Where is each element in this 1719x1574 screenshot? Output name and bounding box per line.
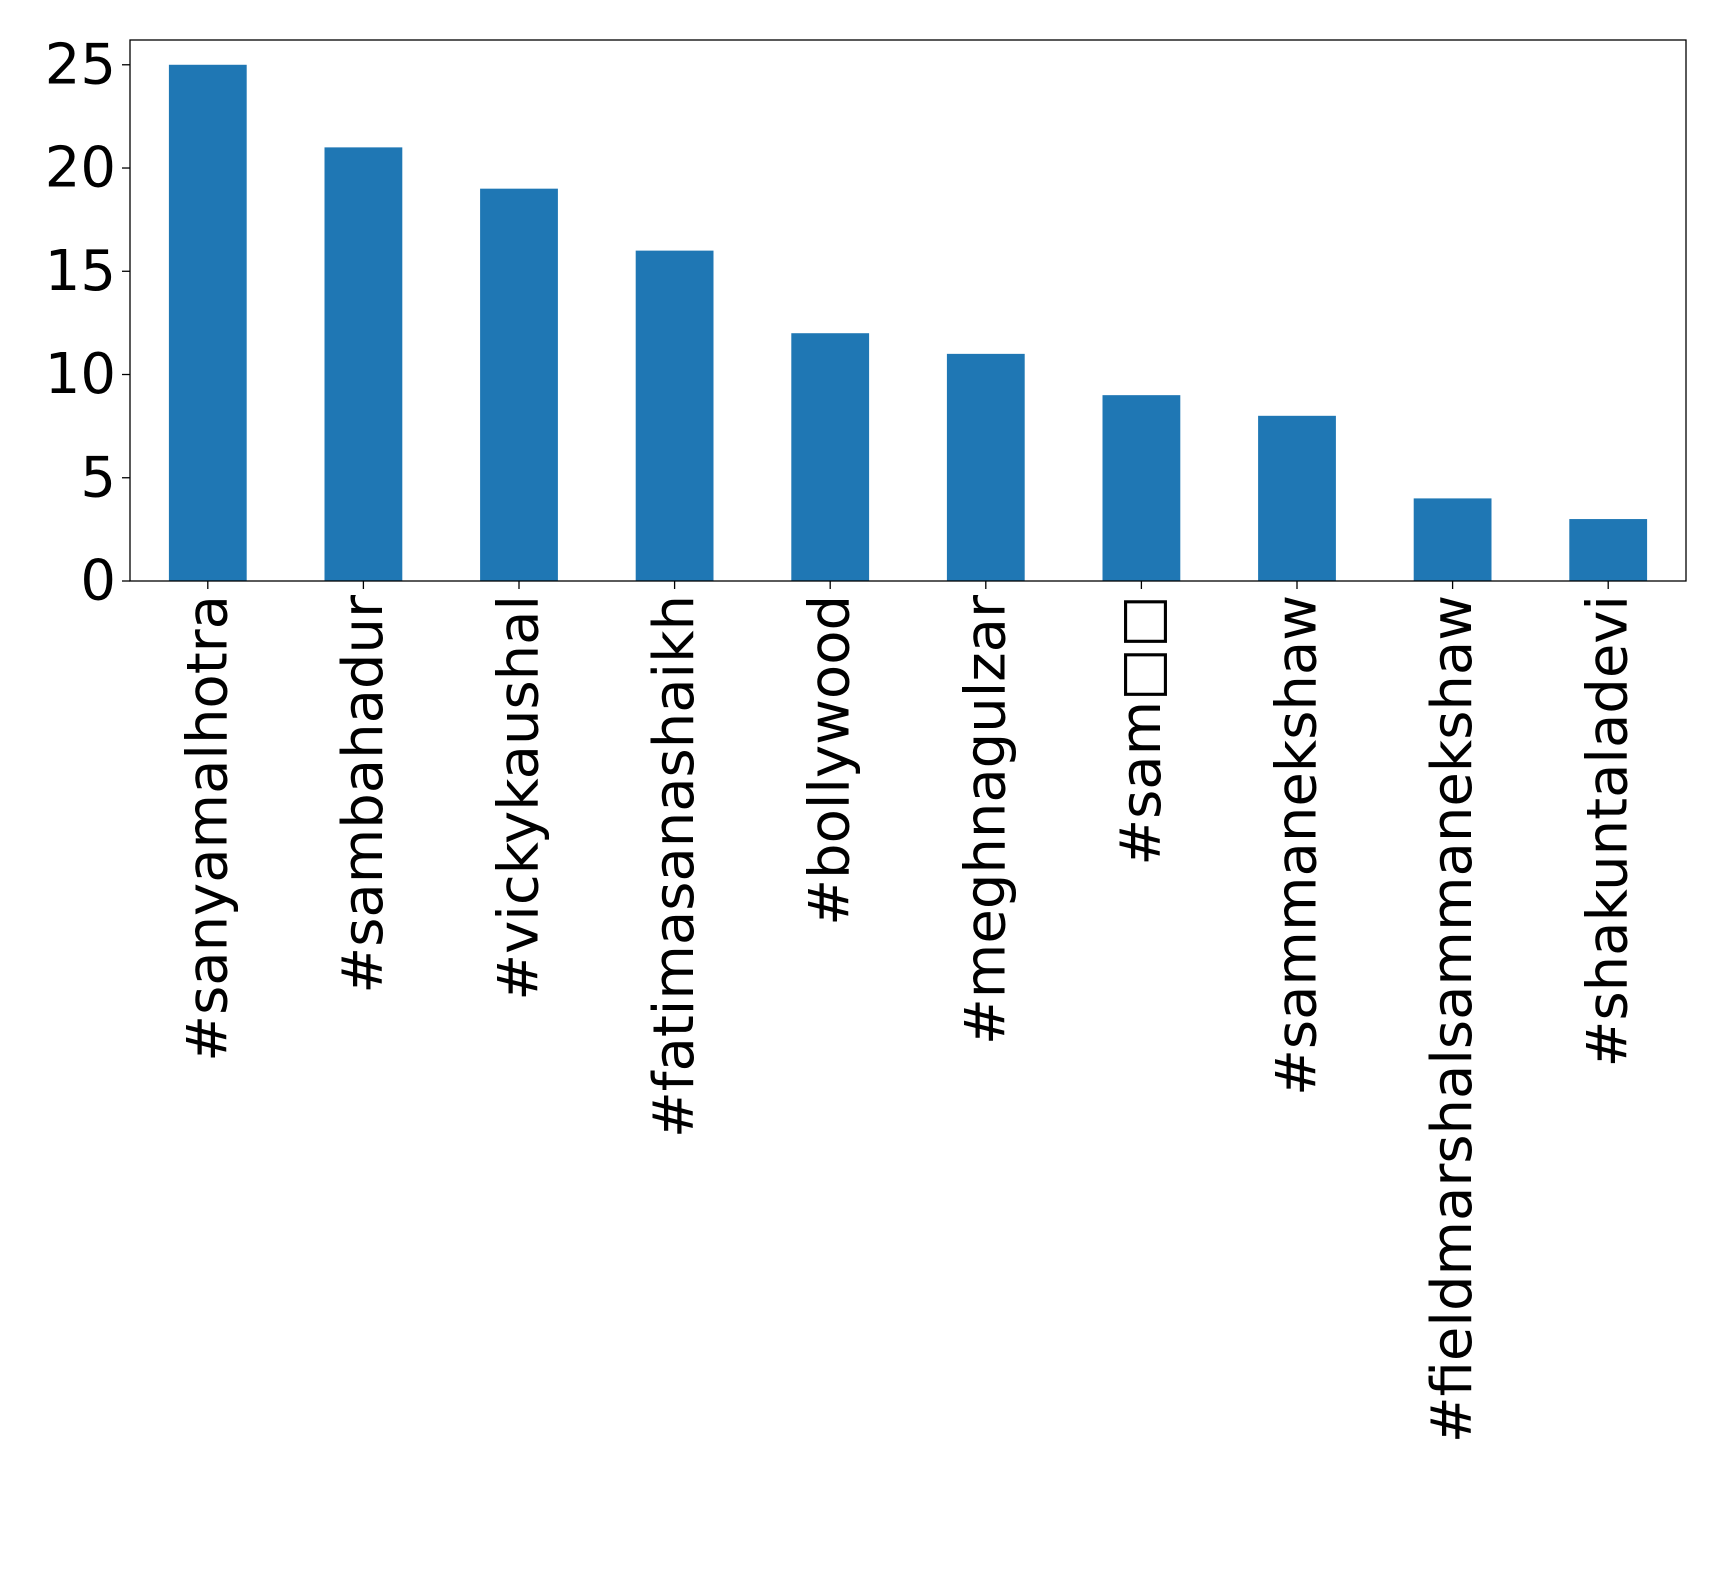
x-tick-label-2: #vickykaushal (487, 595, 552, 1001)
y-tick-label-4: 20 (45, 136, 116, 201)
bar-1 (324, 147, 403, 581)
y-axis: 0 5 10 15 20 25 (45, 32, 130, 614)
y-tick-label-0: 0 (80, 549, 116, 614)
x-tick-label-6: #sam□□ (1109, 595, 1174, 866)
bar-3 (635, 250, 714, 581)
bar-6 (1102, 395, 1181, 581)
bar-7 (1258, 415, 1336, 581)
bar-0 (168, 64, 247, 581)
x-tick-label-4: #bollywood (798, 595, 863, 926)
x-tick-label-8: #fieldmarshalsammanekshaw (1420, 595, 1485, 1443)
x-tick-label-0: #sanyamalhotra (175, 595, 240, 1062)
y-tick-label-1: 5 (80, 445, 116, 510)
y-tick-label-5: 25 (45, 32, 116, 97)
bar-2 (480, 188, 558, 582)
x-tick-label-3: #fatimasanashaikh (642, 595, 707, 1138)
y-tick-label-2: 10 (45, 342, 116, 407)
x-tick-label-5: #meghnagulzar (953, 594, 1018, 1045)
x-tick-label-9: #shakuntaladevi (1576, 595, 1641, 1067)
bars-group (168, 64, 1648, 582)
bar-4 (791, 333, 870, 581)
x-axis: #sanyamalhotra #sambahadur #vickykaushal #f… (175, 581, 1641, 1443)
x-tick-label-7: #sammanekshaw (1265, 595, 1330, 1096)
plot-frame (129, 39, 1687, 582)
y-tick-label-3: 15 (45, 239, 116, 304)
bar-9 (1569, 519, 1648, 581)
bar-8 (1413, 498, 1492, 581)
bar-5 (946, 353, 1025, 581)
x-tick-label-1: #sambahadur (331, 594, 396, 994)
